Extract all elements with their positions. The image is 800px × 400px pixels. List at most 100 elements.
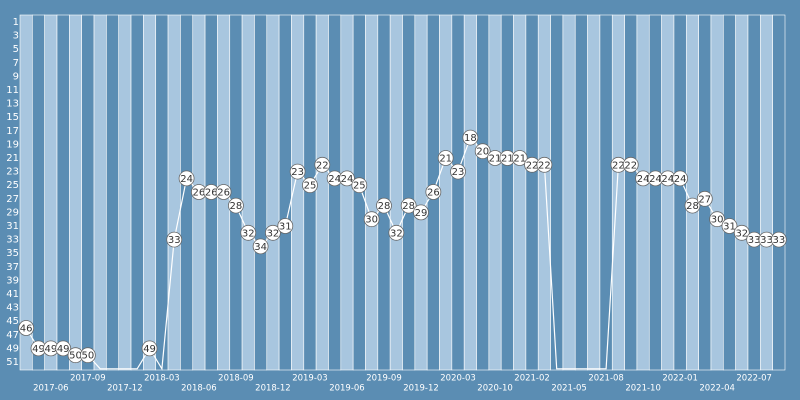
y-tick-label: 25 xyxy=(6,180,19,191)
data-label: 26 xyxy=(427,188,440,199)
data-label: 25 xyxy=(304,181,317,192)
data-label: 28 xyxy=(378,201,391,212)
data-label: 23 xyxy=(452,167,465,178)
data-label: 22 xyxy=(316,160,329,171)
x-tick-label: 2017-12 xyxy=(107,384,143,394)
stripe xyxy=(93,14,107,371)
data-label: 49 xyxy=(143,344,156,355)
point xyxy=(425,184,442,200)
stripe xyxy=(155,14,169,371)
data-label: 32 xyxy=(242,228,255,239)
data-label: 27 xyxy=(698,194,711,205)
data-label: 32 xyxy=(735,228,748,239)
y-tick-label: 19 xyxy=(6,139,19,150)
x-tick-label: 2019-03 xyxy=(292,374,328,384)
y-tick-label: 9 xyxy=(13,71,19,82)
data-label: 32 xyxy=(267,228,280,239)
data-label: 31 xyxy=(279,222,292,233)
stripe xyxy=(587,14,601,371)
y-tick-label: 1 xyxy=(13,17,19,28)
stripe xyxy=(229,14,243,371)
point xyxy=(709,211,726,228)
data-label: 21 xyxy=(501,154,514,165)
data-label: 22 xyxy=(624,160,637,171)
stripe xyxy=(463,14,477,371)
stripe xyxy=(340,14,354,371)
data-label: 22 xyxy=(612,160,625,171)
point xyxy=(696,190,713,207)
stripe xyxy=(599,14,613,371)
y-tick-label: 47 xyxy=(6,330,19,341)
point xyxy=(240,224,257,241)
data-label: 34 xyxy=(254,242,267,253)
data-label: 21 xyxy=(439,154,452,165)
point xyxy=(721,218,738,234)
stripe xyxy=(56,14,70,371)
point xyxy=(770,231,787,248)
stripe xyxy=(723,14,736,371)
x-tick-label: 2019-06 xyxy=(329,384,365,394)
stripe xyxy=(550,14,564,371)
data-label: 33 xyxy=(748,235,761,246)
stripe xyxy=(81,14,95,371)
data-label: 24 xyxy=(328,174,341,185)
stripe xyxy=(328,14,342,371)
point xyxy=(622,156,639,173)
y-tick-label: 23 xyxy=(6,167,19,178)
point xyxy=(684,197,701,214)
point xyxy=(376,197,392,214)
x-tick-label: 2017-09 xyxy=(70,374,106,384)
point xyxy=(141,340,158,357)
y-tick-label: 3 xyxy=(13,31,19,42)
data-label: 50 xyxy=(81,351,94,362)
stripe xyxy=(611,14,625,371)
data-label: 22 xyxy=(526,160,539,171)
x-tick-label: 2018-06 xyxy=(181,384,217,394)
stripe xyxy=(241,14,255,371)
stripe xyxy=(315,14,329,371)
x-tick-label: 2022-07 xyxy=(736,374,772,384)
data-label: 24 xyxy=(341,174,354,185)
stripe xyxy=(574,14,588,371)
x-tick-label: 2020-03 xyxy=(440,374,476,384)
stripe xyxy=(513,14,527,371)
point xyxy=(277,218,294,234)
stripe xyxy=(451,14,465,371)
stripe xyxy=(167,14,181,371)
data-label: 21 xyxy=(489,154,502,165)
point xyxy=(536,156,553,173)
stripe xyxy=(661,14,675,371)
y-tick-label: 11 xyxy=(6,85,19,96)
data-label: 18 xyxy=(464,133,477,144)
point xyxy=(388,224,405,241)
y-tick-label: 43 xyxy=(6,303,19,314)
stripe xyxy=(624,14,638,371)
data-label: 31 xyxy=(723,222,736,233)
y-tick-label: 7 xyxy=(13,58,19,69)
x-tick-label: 2022-04 xyxy=(699,384,735,394)
y-tick-label: 15 xyxy=(6,112,19,123)
x-tick-label: 2019-12 xyxy=(403,384,439,394)
data-label: 32 xyxy=(390,228,403,239)
x-tick-label: 2019-09 xyxy=(366,374,402,384)
data-label: 28 xyxy=(686,201,699,212)
y-tick-label: 13 xyxy=(6,99,19,110)
point xyxy=(672,170,689,187)
stripe xyxy=(69,14,82,371)
point xyxy=(79,347,96,364)
data-label: 21 xyxy=(513,154,526,165)
data-label: 46 xyxy=(20,324,33,335)
stripe xyxy=(414,14,428,371)
y-tick-label: 17 xyxy=(6,126,19,137)
stripe xyxy=(476,14,490,371)
stripe xyxy=(772,14,786,371)
stripe xyxy=(130,14,144,371)
y-tick-label: 35 xyxy=(6,248,19,259)
y-tick-label: 33 xyxy=(6,235,19,246)
x-tick-label: 2021-05 xyxy=(551,384,587,394)
stripe xyxy=(537,14,551,371)
x-tick-label: 2018-03 xyxy=(144,374,180,384)
data-label: 24 xyxy=(637,174,650,185)
point xyxy=(474,143,491,160)
